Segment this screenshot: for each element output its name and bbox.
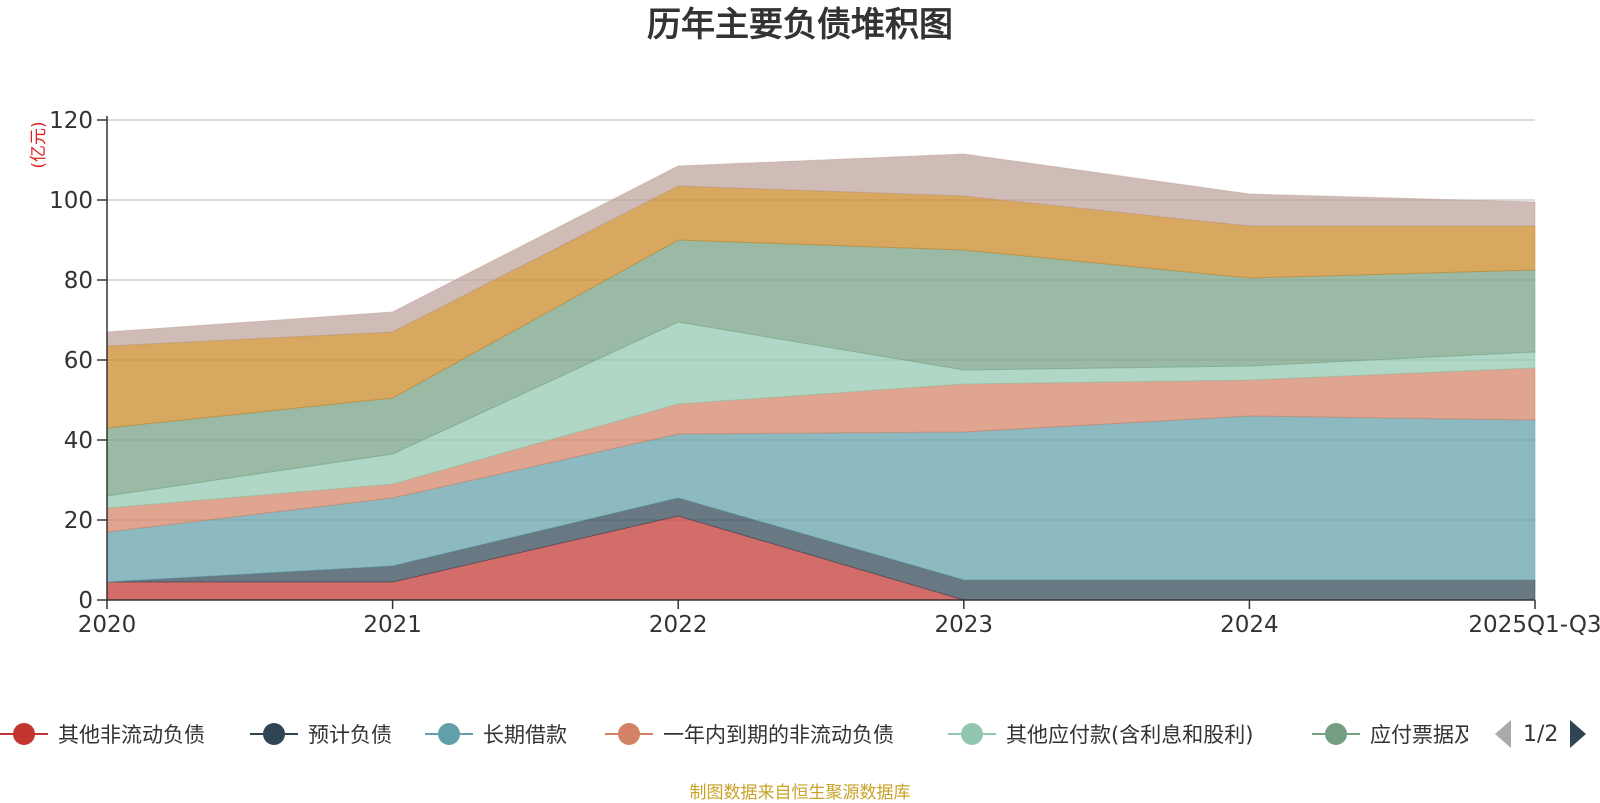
legend-prev-icon[interactable] xyxy=(1495,720,1511,748)
legend-swatch-icon xyxy=(250,716,298,752)
legend-label: 其他应付款(含利息和股利) xyxy=(1006,723,1254,747)
legend-swatch-icon xyxy=(948,716,996,752)
x-tick-label: 2021 xyxy=(363,612,422,638)
legend-item[interactable]: 预计负债 xyxy=(250,716,392,752)
y-tick-label: 80 xyxy=(64,268,93,294)
legend-pager: 1/2 xyxy=(1495,716,1587,752)
y-tick-label: 0 xyxy=(78,588,93,614)
legend-label: 预计负债 xyxy=(308,723,392,747)
area-series-7 xyxy=(106,153,1536,347)
legend-page-indicator: 1/2 xyxy=(1523,721,1559,747)
y-tick-label: 20 xyxy=(64,508,93,534)
area-series xyxy=(106,153,1536,601)
chart-title: 历年主要负债堆积图 xyxy=(647,5,953,45)
legend-item[interactable]: 其他应付款(含利息和股利) xyxy=(948,716,1253,752)
legend-next-icon[interactable] xyxy=(1570,720,1587,748)
legend: 其他非流动负债 预计负债 长期借款 一年内到期的非流动负债 其他应付款(含利息和股利) 应… xyxy=(0,716,1600,752)
y-tick-label: 60 xyxy=(64,348,93,374)
legend-item[interactable]: 其他非流动负债 xyxy=(0,716,205,752)
legend-swatch-icon xyxy=(425,716,473,752)
legend-label: 应付票据及应付账款 xyxy=(1370,723,1468,747)
y-tick-label: 40 xyxy=(64,428,93,454)
y-tick-label: 100 xyxy=(49,188,93,214)
x-tick-label: 2020 xyxy=(78,612,137,638)
x-tick-label: 2024 xyxy=(1220,612,1279,638)
legend-swatch-icon xyxy=(0,716,48,752)
legend-swatch-icon xyxy=(1312,716,1360,752)
axes: 0 20 40 60 80 100 120 2020 2021 2022 2023 2024 2025Q… xyxy=(49,108,1600,638)
y-tick-label: 120 xyxy=(49,108,93,134)
legend-label: 长期借款 xyxy=(483,723,567,747)
x-tick-label: 2023 xyxy=(935,612,994,638)
x-tick-label: 2025Q1-Q3 xyxy=(1468,612,1600,638)
data-source-note: 制图数据来自恒生聚源数据库 xyxy=(689,783,911,803)
legend-label: 一年内到期的非流动负债 xyxy=(663,723,894,747)
stacked-area-chart: 历年主要负债堆积图 (亿元) 0 20 40 60 80 100 120 2020 2021 20… xyxy=(29,5,1600,638)
legend-item[interactable]: 长期借款 xyxy=(425,716,567,752)
legend-items: 其他非流动负债 预计负债 长期借款 一年内到期的非流动负债 其他应付款(含利息和股利) 应… xyxy=(0,716,1468,752)
legend-label: 其他非流动负债 xyxy=(58,723,205,747)
legend-swatch-icon xyxy=(605,716,653,752)
legend-item[interactable]: 应付票据及应付账款 xyxy=(1312,716,1468,752)
y-axis-unit-label: (亿元) xyxy=(29,121,49,168)
x-tick-label: 2022 xyxy=(649,612,708,638)
legend-item[interactable]: 一年内到期的非流动负债 xyxy=(605,716,894,752)
